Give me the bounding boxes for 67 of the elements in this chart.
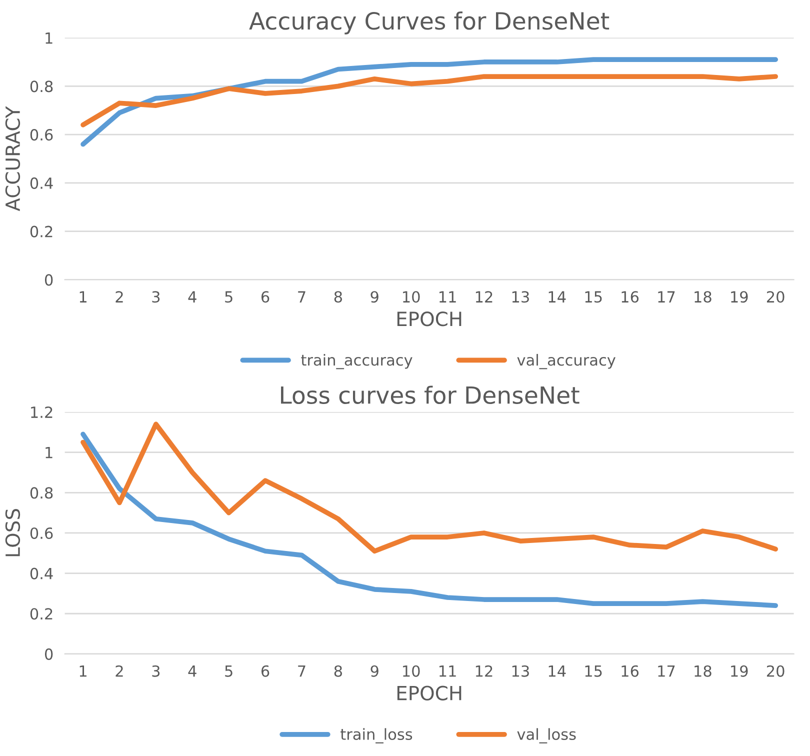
x-tick-label: 19 — [731, 665, 748, 677]
line-series — [80, 57, 778, 147]
chart-title: Loss curves for DenseNet — [281, 386, 580, 404]
y-tick-label: 0.2 — [30, 608, 52, 620]
y-tick-label: 1 — [46, 447, 52, 458]
x-tick-label: 17 — [658, 291, 675, 302]
x-tick-label: 1 — [80, 666, 86, 677]
x-tick-label: 17 — [658, 666, 675, 677]
x-tick-label: 20 — [766, 665, 784, 677]
x-tick-label: 2 — [116, 665, 123, 677]
y-tick-label: 0.4 — [30, 568, 53, 580]
y-tick-label: 0 — [44, 648, 53, 660]
x-tick-label: 1 — [80, 291, 86, 302]
x-tick-label: 16 — [622, 291, 639, 303]
x-tick-label: 11 — [439, 291, 456, 302]
x-tick-label: 16 — [622, 665, 639, 677]
line-series — [80, 422, 778, 554]
x-tick-label: 7 — [298, 666, 306, 677]
x-tick-label: 9 — [370, 665, 378, 677]
x-tick-label: 2 — [116, 291, 123, 302]
y-tick-label: 0.4 — [30, 177, 53, 189]
x-tick-label: 8 — [334, 291, 342, 303]
x-tick-label: 15 — [585, 666, 602, 677]
x-tick-label: 3 — [152, 291, 160, 303]
x-tick-label: 6 — [261, 665, 270, 677]
y-tick-label: 1.2 — [31, 406, 52, 418]
x-tick-label: 19 — [731, 291, 748, 303]
y-tick-label: 0.2 — [30, 226, 52, 238]
line-series — [80, 74, 778, 128]
y-tick-label: 0.8 — [30, 80, 53, 92]
x-tick-label: 14 — [548, 666, 566, 677]
x-axis-title: EPOCH — [397, 686, 462, 700]
line-series — [80, 432, 778, 608]
x-tick-label: 20 — [766, 291, 784, 303]
x-axis-title: EPOCH — [397, 312, 462, 326]
x-tick-label: 5 — [225, 291, 232, 303]
y-tick-label: 0.8 — [30, 487, 53, 499]
x-tick-label: 18 — [694, 665, 712, 677]
x-tick-label: 11 — [439, 666, 456, 677]
y-tick-label: 0 — [44, 274, 53, 286]
y-tick-label: 1 — [46, 32, 52, 44]
x-tick-label: 12 — [476, 291, 492, 302]
y-axis-title: ACCURACY — [5, 106, 20, 212]
x-tick-label: 10 — [403, 291, 420, 303]
y-axis-title: LOSS — [5, 509, 20, 556]
x-tick-label: 4 — [188, 666, 196, 677]
x-tick-label: 15 — [585, 291, 602, 303]
legend-label: train_loss — [340, 728, 412, 744]
y-tick-label: 0.6 — [30, 129, 53, 141]
x-tick-label: 5 — [225, 666, 232, 677]
x-tick-label: 3 — [152, 665, 160, 677]
x-tick-label: 4 — [188, 291, 196, 302]
x-tick-label: 7 — [298, 291, 306, 302]
x-tick-label: 8 — [334, 665, 342, 677]
x-tick-label: 14 — [548, 291, 566, 302]
x-tick-label: 6 — [261, 291, 270, 303]
legend-label: val_loss — [517, 728, 576, 744]
x-tick-label: 13 — [512, 665, 529, 677]
x-tick-label: 13 — [512, 291, 529, 303]
y-tick-label: 0.6 — [30, 527, 53, 539]
x-tick-label: 18 — [694, 291, 712, 303]
x-tick-label: 12 — [476, 665, 492, 677]
chart-title: Accuracy Curves for DenseNet — [249, 12, 610, 34]
legend-label: train_accuracy — [301, 354, 412, 370]
legend-label: val_accuracy — [517, 354, 616, 370]
x-tick-label: 10 — [403, 665, 420, 677]
x-tick-label: 9 — [370, 291, 378, 303]
